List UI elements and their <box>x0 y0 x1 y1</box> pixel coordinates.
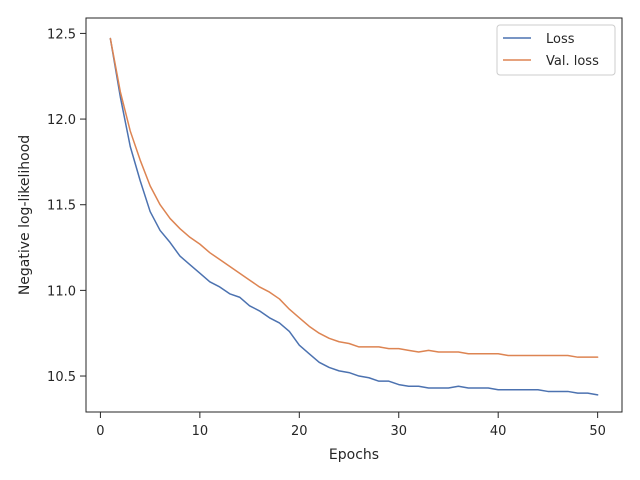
x-axis-ticks: 0 10 20 30 40 50 <box>96 412 606 439</box>
x-tick-label: 20 <box>291 424 308 439</box>
y-axis-ticks: 10.5 11.0 11.5 12.0 12.5 <box>47 27 86 385</box>
y-axis-label: Negative log-likelihood <box>17 135 33 295</box>
y-tick-label: 10.5 <box>47 370 76 385</box>
legend: Loss Val. loss <box>496 24 616 76</box>
axes-frame <box>85 17 623 413</box>
series-line-loss <box>109 37 599 396</box>
x-tick-label: 0 <box>96 424 104 439</box>
series-layer <box>109 37 599 396</box>
x-tick-label: 50 <box>589 424 606 439</box>
y-tick-label: 12.0 <box>47 113 76 128</box>
y-tick-label: 11.0 <box>47 284 76 299</box>
x-tick-label: 30 <box>390 424 407 439</box>
series-line-val-loss <box>109 37 599 358</box>
legend-label-loss: Loss <box>546 32 575 47</box>
y-tick-label: 12.5 <box>47 27 76 42</box>
x-tick-label: 40 <box>490 424 507 439</box>
x-tick-label: 10 <box>192 424 209 439</box>
x-axis-label: Epochs <box>329 447 379 463</box>
y-tick-label: 11.5 <box>47 199 76 214</box>
legend-label-val-loss: Val. loss <box>546 54 599 69</box>
